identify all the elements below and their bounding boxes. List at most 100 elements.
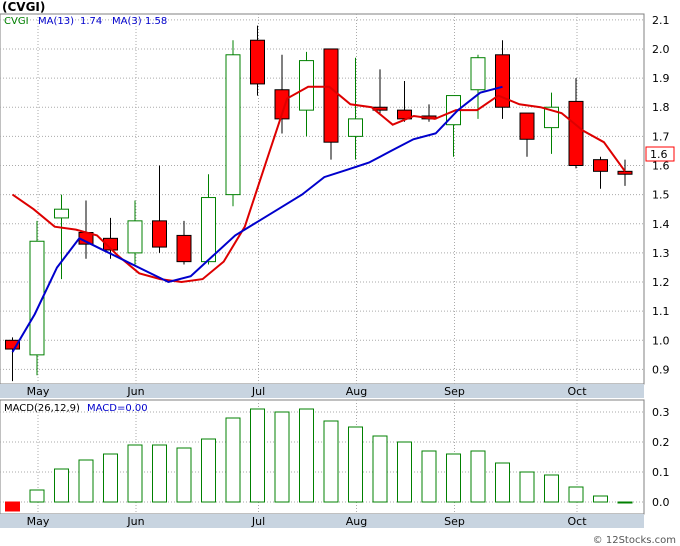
macd-bar-positive (348, 426, 363, 503)
candle-down (568, 100, 584, 166)
price-y-tick-label: 1.8 (652, 101, 670, 114)
macd-bar-positive (421, 450, 437, 503)
macd-bar-positive (544, 474, 559, 503)
candle-down (495, 54, 510, 108)
macd-y-tick-label: 0.0 (652, 496, 670, 509)
price-y-tick-label: 2.0 (652, 43, 670, 56)
macd-x-month-label: Jun (126, 515, 144, 528)
price-candles (5, 25, 633, 382)
price-y-tick-label: 1.1 (652, 305, 670, 318)
candle-up (201, 197, 216, 263)
candle-down (593, 159, 608, 172)
macd-bar-positive (397, 441, 412, 503)
macd-bar-negative (5, 501, 20, 512)
candle-down (176, 234, 192, 263)
price-plot-frame (0, 13, 645, 385)
price-y-tick-label: 1.6 (652, 159, 670, 172)
legend-ma3-label: MA(3) (112, 16, 142, 27)
macd-bar-positive (323, 420, 339, 503)
price-y-tick-label: 1.0 (652, 334, 670, 347)
price-y-tick-label: 1.4 (652, 218, 670, 231)
candle-up (127, 220, 143, 254)
macd-bar-positive (495, 462, 510, 503)
macd-bar-positive (299, 408, 314, 503)
candle-down (250, 39, 265, 85)
macd-y-tick-label: 0.1 (652, 466, 670, 479)
macd-bar-positive (29, 489, 45, 503)
candle-up (225, 54, 241, 196)
macd-bar-positive (593, 495, 608, 503)
legend-ticker: CVGI (4, 16, 29, 27)
price-y-tick-label: 1.5 (652, 189, 670, 202)
legend-ma3-value: 1.58 (145, 16, 167, 27)
macd-x-month-label: Sep (444, 515, 465, 528)
candle-down (519, 112, 535, 140)
macd-bar-positive (176, 447, 192, 503)
price-y-tick-label: 1.2 (652, 276, 670, 289)
candle-up (29, 240, 45, 356)
macd-bar-positive (274, 411, 290, 503)
macd-bar-positive (568, 486, 584, 503)
macd-bar-positive (250, 408, 265, 503)
macd-panel: 0.0 0.1 0.2 0.3 (0, 399, 670, 515)
candle-up (54, 208, 69, 219)
price-y-tick-label: 1.3 (652, 247, 670, 260)
last-price-badge-box (645, 146, 675, 162)
legend-ma13-label: MA(13) (38, 16, 74, 27)
candle-down (152, 220, 167, 248)
watermark: © 12Stocks.com (593, 535, 676, 546)
macd-bar-positive (225, 417, 241, 503)
ma13-line (11, 85, 503, 353)
macd-bar-positive (127, 444, 143, 503)
macd-bar-positive (372, 435, 388, 503)
macd-bar-positive (152, 444, 167, 503)
price-x-month-label: Oct (567, 385, 587, 398)
price-x-month-label: May (27, 385, 50, 398)
legend-ma13-value: 1.74 (80, 16, 102, 27)
macd-y-axis: 0.0 0.1 0.2 0.3 (652, 406, 670, 509)
price-x-month-label: Jul (251, 385, 265, 398)
macd-x-axis-band (0, 514, 644, 528)
macd-x-month-label: Jul (251, 515, 265, 528)
price-x-month-label: Aug (346, 385, 367, 398)
candle-down (5, 339, 20, 350)
macd-bar-positive (470, 450, 486, 503)
candle-down (323, 48, 339, 143)
price-x-month-label: Jun (126, 385, 144, 398)
price-x-axis-band (0, 384, 644, 398)
macd-bar-positive (617, 501, 633, 504)
macd-bar-positive (103, 453, 118, 503)
candle-down (617, 170, 633, 175)
macd-bar-positive (446, 453, 461, 503)
macd-bar-positive (78, 459, 94, 503)
macd-y-tick-label: 0.2 (652, 436, 670, 449)
macd-bar-positive (519, 471, 535, 503)
candle-up (470, 57, 486, 91)
candle-down (103, 237, 118, 251)
ma3-line (11, 85, 626, 284)
price-y-axis: 0.9 1.0 1.1 1.2 1.3 1.4 1.5 1.6 1.7 1.8 1.9 2.0 2.1 (652, 14, 670, 377)
macd-x-month-label: May (27, 515, 50, 528)
macd-x-month-label: Oct (567, 515, 587, 528)
macd-x-month-label: Aug (346, 515, 367, 528)
macd-y-tick-label: 0.3 (652, 406, 670, 419)
price-x-axis: May Jun Jul Aug Sep Oct (27, 385, 588, 398)
candle-up (299, 60, 314, 111)
macd-bar-positive (201, 438, 216, 503)
last-price-badge: 1.6 (650, 148, 668, 161)
price-grid (0, 14, 644, 384)
candle-up (348, 118, 363, 137)
candle-up (544, 106, 559, 129)
price-panel: 0.9 1.0 1.1 1.2 1.3 1.4 1.5 1.6 1.7 1.8 1.9 2.0 2.1 (0, 13, 670, 385)
candle-down (274, 89, 290, 120)
macd-bar-positive (54, 468, 69, 503)
macd-legend-label: MACD(26,12,9) (4, 403, 80, 414)
price-y-tick-label: 0.9 (652, 363, 670, 376)
price-y-tick-label: 1.9 (652, 72, 670, 85)
macd-bars (5, 408, 633, 512)
macd-legend-value: MACD=0.00 (87, 403, 148, 414)
price-x-month-label: Sep (444, 385, 465, 398)
macd-x-axis: May Jun Jul Aug Sep Oct (27, 515, 588, 528)
price-y-tick-label: 2.1 (652, 14, 670, 27)
